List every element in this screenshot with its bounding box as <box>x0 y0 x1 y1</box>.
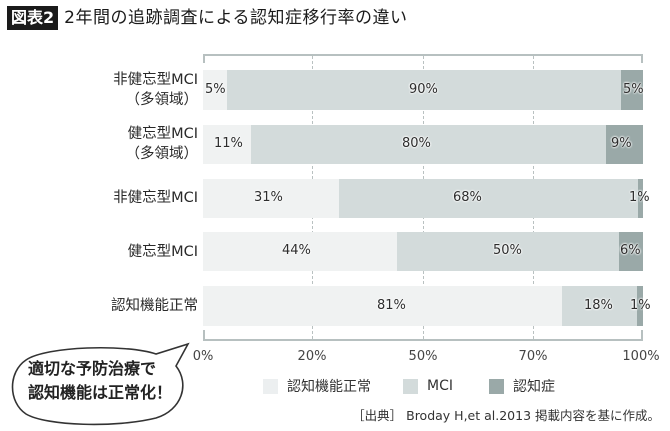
row-label: 認知機能正常 <box>111 296 198 316</box>
figure-badge: 図表2 <box>7 6 59 30</box>
bottom-axis-tick <box>203 330 205 340</box>
row-label-line1: 認知機能正常 <box>111 298 198 314</box>
callout-line1: 適切な予防治療で <box>28 359 157 378</box>
bar-segment-normal <box>203 70 228 110</box>
top-axis-line <box>203 54 643 56</box>
bottom-axis-tick <box>641 330 643 340</box>
legend-swatch <box>403 378 418 394</box>
legend-item-normal: 認知機能正常 <box>263 376 371 396</box>
callout-text: 適切な予防治療で 認知機能は正常化！ <box>28 357 172 405</box>
legend-swatch <box>263 378 278 394</box>
row-label-line1: 非健忘型MCI <box>113 72 198 88</box>
bar-segment-dementia <box>618 232 643 271</box>
value-label-dementia: 6% <box>620 243 641 258</box>
value-label-dementia: 9% <box>611 136 632 151</box>
bar-segment-normal <box>203 179 340 218</box>
x-tick-label: 70% <box>518 349 548 364</box>
legend: 認知機能正常 MCI 認知症 <box>263 376 581 396</box>
value-label-normal: 11% <box>214 136 243 151</box>
value-label-normal: 31% <box>254 190 283 205</box>
value-label-normal: 44% <box>282 243 311 258</box>
x-tick-label: 50% <box>408 349 438 364</box>
bar-row: 11% 80% 9% <box>203 125 643 164</box>
value-label-mci: 90% <box>409 82 438 97</box>
source-note: ［出典］ Broday H,et al.2013 掲載内容を基に作成。 <box>352 408 660 423</box>
bar-segment-mci <box>251 125 606 164</box>
bar-row: 44% 50% 6% <box>203 232 643 271</box>
bar-segment-normal <box>203 232 397 271</box>
row-label-line2: （多領域） <box>125 146 199 162</box>
bar-segment-dementia <box>605 125 643 164</box>
bar-row: 31% 68% 1% <box>203 179 650 218</box>
top-axis-tick <box>641 54 643 63</box>
x-tick-label: 0% <box>192 349 214 364</box>
legend-swatch <box>488 378 504 394</box>
row-label: 非健忘型MCI （多領域） <box>113 70 198 110</box>
value-label-dementia: 5% <box>623 82 644 97</box>
chart-title: 2年間の追跡調査による認知症移行率の違い <box>64 8 408 28</box>
bar-segment-normal <box>203 286 562 326</box>
value-label-mci: 80% <box>402 136 431 151</box>
legend-label: 認知機能正常 <box>287 379 371 395</box>
value-label-mci: 18% <box>584 298 613 313</box>
chart-title-area: 図表2 2年間の追跡調査による認知症移行率の違い <box>7 6 407 30</box>
value-label-dementia: 1% <box>630 298 651 313</box>
value-label-mci: 68% <box>453 190 482 205</box>
row-label: 健忘型MCI （多領域） <box>126 124 199 164</box>
callout-line2: 認知機能は正常化！ <box>28 383 173 402</box>
bar-segment-mci <box>227 70 621 110</box>
x-tick-label: 20% <box>297 349 327 364</box>
row-label-line1: 健忘型MCI <box>127 126 198 142</box>
row-label-line1: 健忘型MCI <box>127 244 198 260</box>
bar-segment-normal <box>203 125 252 164</box>
bar-row: 5% 90% 5% <box>203 70 644 110</box>
bar-segment-dementia <box>637 179 643 218</box>
bar-segment-mci <box>396 232 619 271</box>
row-label-line2: （多領域） <box>125 92 199 108</box>
x-tick-label: 100% <box>622 349 660 364</box>
legend-label: 認知症 <box>512 379 555 395</box>
row-label: 健忘型MCI <box>128 242 198 262</box>
value-label-mci: 50% <box>493 243 522 258</box>
legend-label: MCI <box>427 378 453 394</box>
row-label: 非健忘型MCI <box>113 188 198 208</box>
legend-item-mci: MCI <box>403 378 453 394</box>
speech-bubble-icon <box>11 342 190 426</box>
value-label-normal: 81% <box>377 298 406 313</box>
bar-row: 81% 18% 1% <box>203 286 651 326</box>
bar-segment-mci <box>561 286 638 326</box>
bar-segment-dementia <box>637 286 643 326</box>
bar-segment-mci <box>339 179 638 218</box>
bar-segment-dementia <box>620 70 643 110</box>
legend-item-dementia: 認知症 <box>488 376 555 396</box>
value-label-normal: 5% <box>205 82 226 97</box>
bottom-axis-line <box>203 339 643 341</box>
row-label-line1: 非健忘型MCI <box>113 190 198 206</box>
value-label-dementia: 1% <box>629 190 650 205</box>
top-axis-tick <box>203 54 205 63</box>
